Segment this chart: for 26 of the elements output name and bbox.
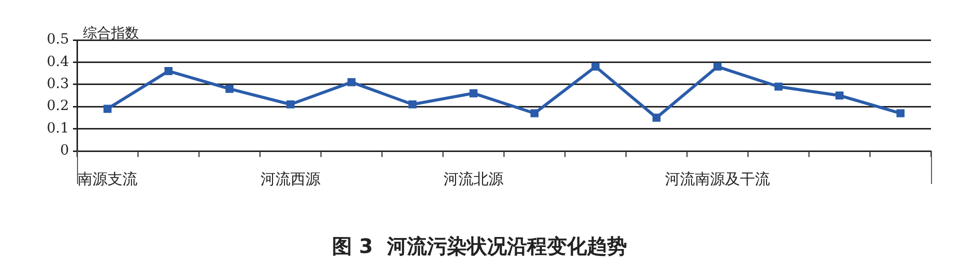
point (652, 114, 661, 122)
text: 图 3 河流污染状况沿程变化趋势 (332, 234, 627, 258)
y-tick-label: 0 (60, 142, 69, 159)
y-tick-label: 0.3 (46, 76, 69, 92)
x-tick-label: 南源支流 (78, 170, 138, 188)
point (713, 62, 722, 71)
y-tick-label: 0.2 (46, 98, 69, 114)
point (530, 109, 539, 118)
point (774, 82, 783, 91)
point (225, 84, 234, 93)
point (408, 100, 417, 108)
point (591, 62, 600, 71)
x-tick-label: 河流北源 (444, 170, 504, 188)
y-tick-label: 0.4 (46, 54, 70, 70)
x-tick-label: 河流西源 (260, 170, 320, 188)
y-axis-title: 综合指数 (83, 26, 139, 42)
point (286, 100, 295, 108)
y-tick-label: 0.1 (46, 120, 69, 136)
point (347, 78, 356, 86)
point (103, 104, 112, 113)
point (835, 91, 844, 100)
point (469, 89, 478, 98)
x-tick-label: 河流南源及干流 (665, 170, 770, 188)
point (896, 109, 905, 118)
point (164, 67, 173, 76)
y-tick-label: 0.5 (46, 32, 69, 48)
